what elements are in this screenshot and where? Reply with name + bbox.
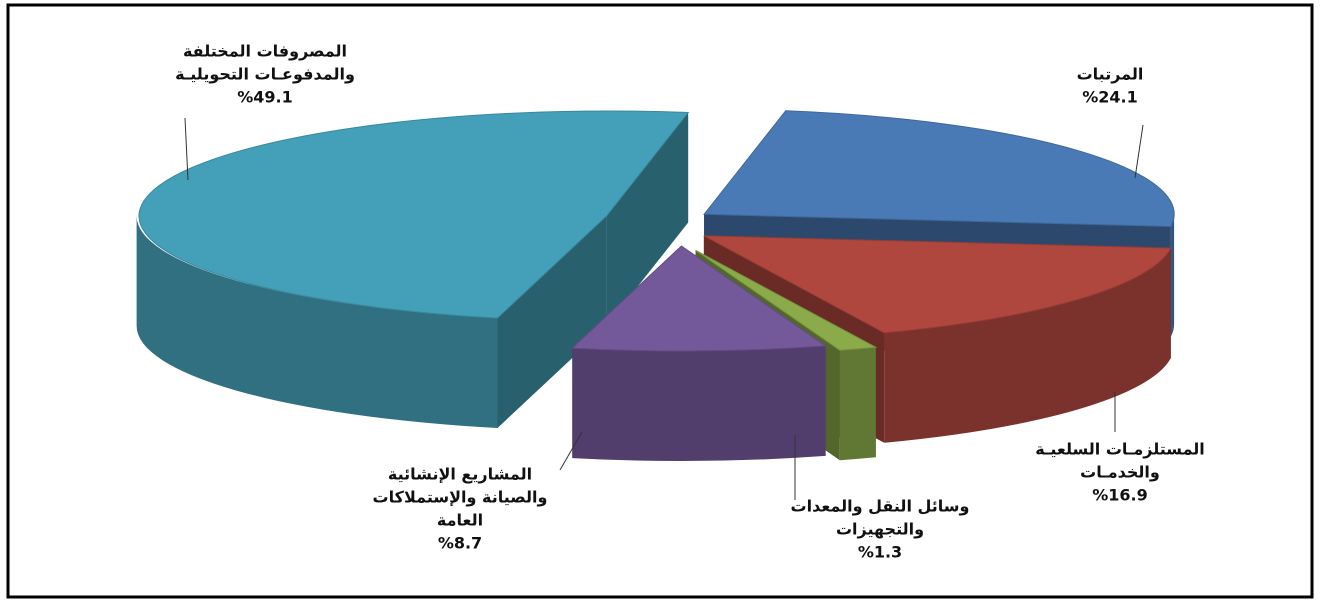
slice-label: المشاريع الإنشائية <box>388 465 532 484</box>
slice-label: وسائل النقل والمعدات <box>791 497 970 516</box>
slice-label: والتجهيزات <box>836 520 924 539</box>
slice-label: المصروفات المختلفة <box>183 42 347 61</box>
slice-label: والمدفوعـات التحويليـة <box>175 65 355 84</box>
slice-label: والخدمـات <box>1080 463 1160 482</box>
value-label: %24.1 <box>1082 88 1138 107</box>
value-label: %49.1 <box>237 88 293 107</box>
slice-wall <box>1171 214 1174 336</box>
slice-wall <box>840 347 876 460</box>
slice-label: المستلزمـات السلعيـة <box>1035 440 1205 459</box>
slice-label: والصيانة والإستملاكات <box>373 488 548 507</box>
value-label: %8.7 <box>438 534 482 553</box>
value-label: %16.9 <box>1092 486 1148 505</box>
slice-wall <box>572 346 825 461</box>
chart: المرتبات %24.1 المستلزمـات السلعيـة والخدمـ… <box>0 0 1322 604</box>
slice-label: المرتبات <box>1077 65 1144 84</box>
value-label: %1.3 <box>858 543 902 562</box>
slice-label: العامة <box>437 511 483 530</box>
